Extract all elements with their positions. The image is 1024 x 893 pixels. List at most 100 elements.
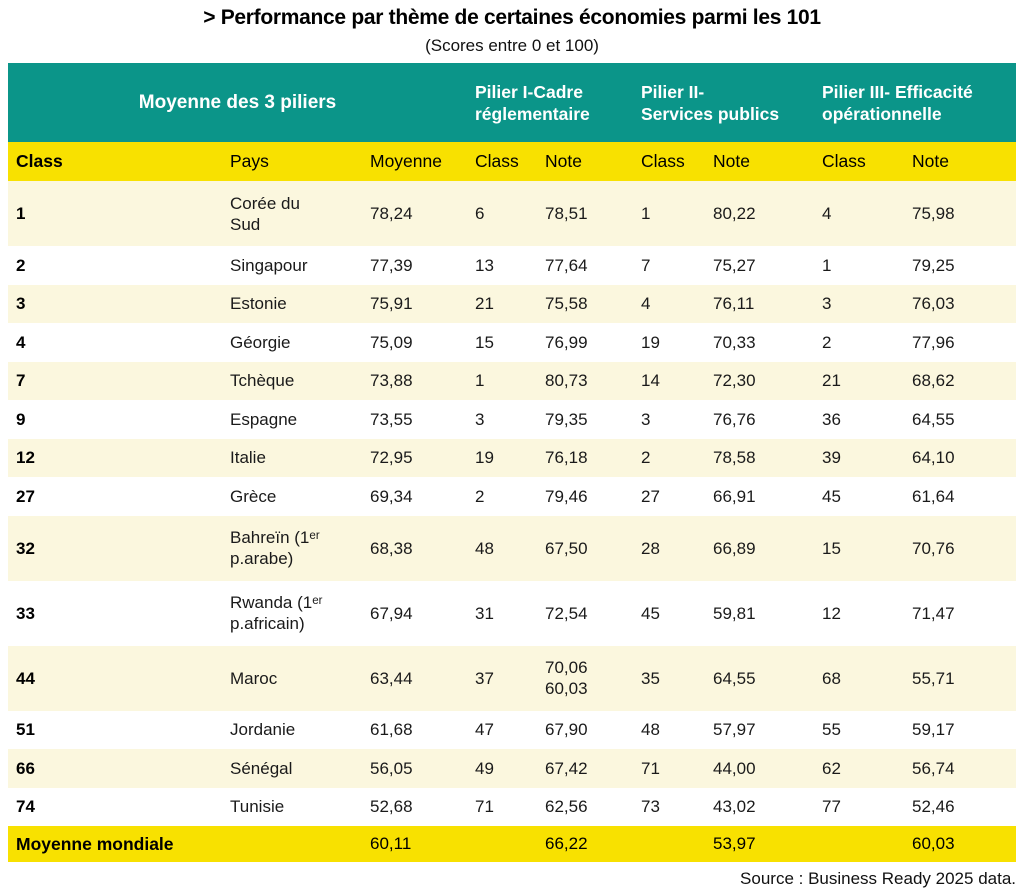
cell-class-p3: 21 bbox=[822, 371, 841, 391]
cell-note-p3: 56,74 bbox=[912, 758, 955, 778]
cell-class-p3: 36 bbox=[822, 409, 841, 429]
cell-class-p3: 62 bbox=[822, 758, 841, 778]
cell-class-p1: 6 bbox=[475, 204, 485, 223]
cell-pays: Géorgie bbox=[230, 332, 291, 352]
cell-class-p2: 3 bbox=[641, 409, 651, 429]
cell-class-p2: 71 bbox=[641, 758, 660, 778]
cell-moyenne: 75,91 bbox=[370, 294, 413, 314]
cell-class-p1: 31 bbox=[475, 603, 494, 623]
cell-note-p1: 67,42 bbox=[545, 758, 588, 778]
cell-class-p2: 19 bbox=[641, 332, 660, 352]
page-title: > Performance par thème de certaines éco… bbox=[203, 6, 821, 29]
cell-note-p3: 52,46 bbox=[912, 797, 955, 817]
table-row: 74 Tunisie 52,68 71 62,56 73 43,02 77 52,46 bbox=[8, 787, 1016, 826]
page-subtitle: (Scores entre 0 et 100) bbox=[425, 36, 599, 55]
column-header-note-p2: Note bbox=[713, 151, 750, 171]
cell-note-p2: 72,30 bbox=[713, 371, 756, 391]
cell-pays: Tunisie bbox=[230, 797, 285, 817]
column-header-pays: Pays bbox=[230, 151, 269, 171]
cell-class-p3: 15 bbox=[822, 538, 841, 558]
cell-moyenne: 61,68 bbox=[370, 720, 413, 740]
column-header-class-p3: Class bbox=[822, 151, 866, 171]
cell-class-p2: 35 bbox=[641, 668, 660, 688]
cell-pays: Estonie bbox=[230, 294, 287, 314]
cell-moyenne: 67,94 bbox=[370, 603, 413, 623]
cell-pays: Espagne bbox=[230, 409, 298, 429]
cell-class-p1: 13 bbox=[475, 255, 494, 275]
footer-note-p2-value: 53,97 bbox=[713, 834, 756, 853]
cell-class-overall: 33 bbox=[16, 603, 35, 623]
table-row: 32 Bahreïn (1ᵉʳ p.arabe) 68,38 48 67,50 28 66,… bbox=[8, 515, 1016, 581]
cell-pays: Jordanie bbox=[230, 720, 296, 740]
cell-pays: Italie bbox=[230, 448, 266, 468]
cell-moyenne: 73,88 bbox=[370, 371, 413, 391]
cell-class-p3: 55 bbox=[822, 720, 841, 740]
cell-class-overall: 4 bbox=[16, 332, 26, 352]
cell-moyenne: 63,44 bbox=[370, 668, 413, 688]
cell-class-p2: 45 bbox=[641, 603, 660, 623]
group-header-pilier-2: Pilier II- Services publics bbox=[641, 81, 780, 124]
cell-note-p3: 77,96 bbox=[912, 332, 955, 352]
cell-note-p1: 62,56 bbox=[545, 797, 588, 817]
cell-class-p1: 49 bbox=[475, 758, 494, 778]
table-row: 2 Singapour 77,39 13 77,64 7 75,27 1 79,25 bbox=[8, 246, 1016, 285]
cell-class-p1: 21 bbox=[475, 294, 494, 314]
cell-moyenne: 69,34 bbox=[370, 486, 413, 506]
cell-class-p3: 68 bbox=[822, 668, 841, 688]
cell-note-p2: 43,02 bbox=[713, 797, 756, 817]
cell-note-p2: 76,11 bbox=[713, 294, 755, 314]
cell-pays: Rwanda (1ᵉʳ p.africain) bbox=[230, 593, 323, 633]
cell-note-p3: 64,10 bbox=[912, 448, 955, 468]
footer-moyenne-value: 60,11 bbox=[370, 834, 412, 853]
cell-note-p2: 76,76 bbox=[713, 409, 756, 429]
cell-pays: Singapour bbox=[230, 255, 308, 275]
cell-class-p3: 2 bbox=[822, 332, 832, 352]
cell-class-p1: 37 bbox=[475, 668, 494, 688]
source-note: Source : Business Ready 2025 data. bbox=[740, 869, 1016, 888]
cell-class-p1: 71 bbox=[475, 797, 494, 817]
cell-note-p1: 80,73 bbox=[545, 371, 588, 391]
cell-class-p3: 4 bbox=[822, 204, 832, 223]
group-header-pilier-3: Pilier III- Efficacité opérationnelle bbox=[822, 81, 973, 124]
column-header-class-p2: Class bbox=[641, 151, 685, 171]
cell-note-p2: 59,81 bbox=[713, 603, 756, 623]
table-row: 3 Estonie 75,91 21 75,58 4 76,11 3 76,03 bbox=[8, 284, 1016, 323]
table-row: 12 Italie 72,95 19 76,18 2 78,58 39 64,10 bbox=[8, 438, 1016, 477]
group-header-moyenne-3-piliers: Moyenne des 3 piliers bbox=[138, 91, 337, 113]
table-body: 1 Corée du Sud 78,24 6 78,51 1 80,22 4 75,98 2 Sin… bbox=[8, 181, 1016, 826]
cell-class-overall: 3 bbox=[16, 294, 26, 314]
table-row: 27 Grèce 69,34 2 79,46 27 66,91 45 61,64 bbox=[8, 477, 1016, 516]
cell-note-p1: 79,35 bbox=[545, 409, 588, 429]
cell-class-overall: 66 bbox=[16, 758, 35, 778]
column-header-moyenne: Moyenne bbox=[370, 151, 442, 171]
cell-note-p1: 76,99 bbox=[545, 332, 588, 352]
cell-pays: Tchèque bbox=[230, 371, 295, 391]
cell-class-p3: 12 bbox=[822, 603, 841, 623]
cell-class-p2: 7 bbox=[641, 255, 651, 275]
table-row: 33 Rwanda (1ᵉʳ p.africain) 67,94 31 72,54 45 5… bbox=[8, 580, 1016, 646]
cell-class-p3: 77 bbox=[822, 797, 841, 817]
cell-class-p1: 19 bbox=[475, 448, 494, 468]
performance-table: Moyenne des 3 piliers Pilier I-Cadre rég… bbox=[8, 63, 1016, 862]
cell-moyenne: 73,55 bbox=[370, 409, 413, 429]
cell-class-p2: 4 bbox=[641, 294, 651, 314]
cell-note-p3: 79,25 bbox=[912, 255, 955, 275]
cell-class-p2: 48 bbox=[641, 720, 660, 740]
cell-class-overall: 1 bbox=[16, 204, 26, 223]
table-column-header-row: Class Pays Moyenne Class Note Class Note… bbox=[8, 142, 1016, 181]
cell-class-overall: 32 bbox=[16, 538, 35, 558]
cell-note-p3: 70,76 bbox=[912, 538, 955, 558]
table-row: 44 Maroc 63,44 37 70,06 60,03 35 64,55 68 55,71 bbox=[8, 645, 1016, 711]
table-row: 7 Tchèque 73,88 1 80,73 14 72,30 21 68,62 bbox=[8, 361, 1016, 400]
column-header-note-p1: Note bbox=[545, 151, 582, 171]
cell-class-overall: 44 bbox=[16, 668, 35, 688]
cell-class-p2: 28 bbox=[641, 538, 660, 558]
cell-moyenne: 78,24 bbox=[370, 204, 413, 223]
cell-moyenne: 56,05 bbox=[370, 758, 413, 778]
cell-class-p1: 15 bbox=[475, 332, 494, 352]
cell-pays: Maroc bbox=[230, 668, 278, 688]
cell-moyenne: 75,09 bbox=[370, 332, 413, 352]
cell-note-p3: 71,47 bbox=[912, 603, 955, 623]
cell-note-p2: 78,58 bbox=[713, 448, 756, 468]
